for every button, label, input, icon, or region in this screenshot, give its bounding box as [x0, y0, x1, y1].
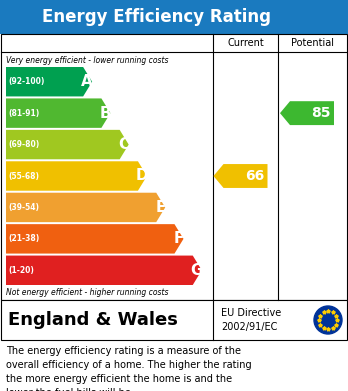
Circle shape: [314, 306, 342, 334]
Text: 85: 85: [311, 106, 331, 120]
Text: (92-100): (92-100): [8, 77, 45, 86]
Text: Very energy efficient - lower running costs: Very energy efficient - lower running co…: [6, 56, 168, 65]
Polygon shape: [6, 130, 129, 159]
Polygon shape: [6, 224, 183, 254]
Polygon shape: [6, 99, 110, 128]
Bar: [1, 300, 347, 340]
Text: Potential: Potential: [291, 38, 333, 48]
Text: (55-68): (55-68): [8, 172, 39, 181]
Polygon shape: [214, 164, 268, 188]
Text: England & Wales: England & Wales: [8, 311, 178, 329]
Polygon shape: [6, 256, 202, 285]
Text: (39-54): (39-54): [8, 203, 39, 212]
Text: The energy efficiency rating is a measure of the
overall efficiency of a home. T: The energy efficiency rating is a measur…: [6, 346, 252, 391]
Text: (1-20): (1-20): [8, 266, 34, 275]
Bar: [1, 34, 347, 300]
Polygon shape: [6, 161, 147, 191]
Text: Not energy efficient - higher running costs: Not energy efficient - higher running co…: [6, 288, 168, 297]
Text: C: C: [119, 137, 130, 152]
Text: A: A: [81, 74, 93, 89]
Text: Energy Efficiency Rating: Energy Efficiency Rating: [42, 8, 271, 26]
Text: EU Directive
2002/91/EC: EU Directive 2002/91/EC: [221, 308, 281, 332]
Text: F: F: [174, 231, 184, 246]
Text: E: E: [156, 200, 166, 215]
Text: Current: Current: [227, 38, 264, 48]
Polygon shape: [6, 193, 165, 222]
Bar: [0, 0, 348, 34]
Text: B: B: [100, 106, 111, 121]
Text: 66: 66: [245, 169, 264, 183]
Polygon shape: [6, 67, 92, 97]
Polygon shape: [280, 101, 334, 125]
Text: D: D: [135, 169, 148, 183]
Text: G: G: [190, 263, 203, 278]
Text: (81-91): (81-91): [8, 109, 39, 118]
Text: (69-80): (69-80): [8, 140, 39, 149]
Text: (21-38): (21-38): [8, 234, 39, 243]
